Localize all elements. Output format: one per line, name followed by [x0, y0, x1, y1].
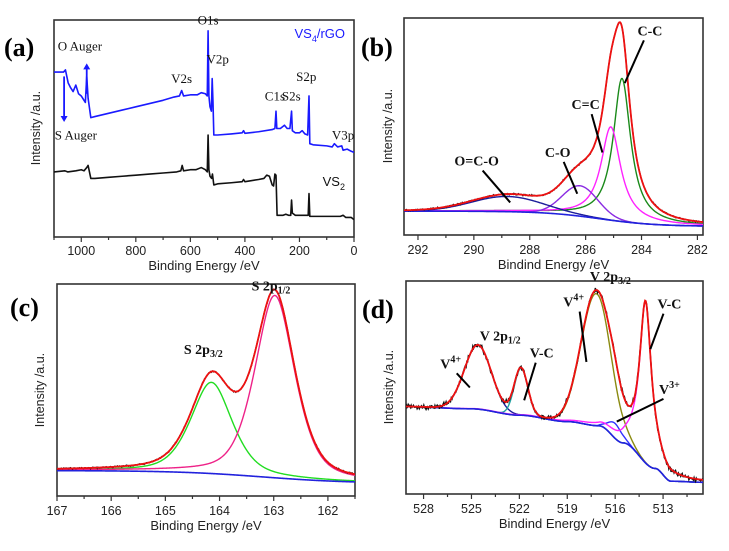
- background-line: [57, 469, 355, 483]
- x-tick-label: 162: [317, 504, 338, 518]
- fitted-envelope-line: [404, 21, 703, 223]
- x-tick-label: 519: [557, 502, 578, 516]
- panel-label: (d): [362, 295, 394, 324]
- annotation-leader-line: [523, 362, 537, 401]
- x-tick-label: 400: [234, 244, 255, 258]
- x-tick-label: 513: [653, 502, 674, 516]
- x-tick-label: 600: [180, 244, 201, 258]
- plot-area: [57, 288, 355, 483]
- x-tick-label: 290: [463, 243, 484, 257]
- peak-annotation: O=C-O: [454, 155, 499, 170]
- peak-annotation: V-C: [658, 298, 682, 313]
- series-line-vs2: [54, 134, 354, 221]
- y-axis-title: Intensity /a.u.: [382, 350, 396, 424]
- peak-annotation: S 2p3/2: [184, 343, 223, 360]
- annotation-leader-line: [616, 397, 664, 423]
- peak-annotation: C-C: [637, 24, 662, 39]
- panel-c: 167 166 165 164 163 162 Binding Energy /eV Inte…: [10, 279, 356, 533]
- y-axis-title: Intensity /a.u.: [381, 89, 395, 163]
- peak-annotation: O1s: [198, 12, 219, 27]
- o-auger-arrow-head: [83, 63, 91, 70]
- experimental-line: [404, 21, 703, 223]
- y-axis-title: Intensity /a.u.: [33, 353, 47, 427]
- peak-annotation: C=C: [572, 98, 600, 113]
- x-tick-label: 292: [408, 243, 429, 257]
- x-tick-label: 163: [263, 504, 284, 518]
- component-peak-v4-v-2p1-2-: [406, 344, 703, 483]
- component-peak-c-c: [404, 126, 703, 226]
- annotation-leader-line: [578, 311, 588, 363]
- peak-annotation: V2p: [206, 51, 228, 66]
- x-axis-title: Binding Energy /eV: [150, 518, 262, 533]
- peak-annotation: S 2p1/2: [252, 279, 291, 296]
- x-tick-label: 522: [509, 502, 530, 516]
- x-axis-title: Binding Energy /eV: [148, 258, 260, 273]
- peak-annotation: V2s: [171, 71, 192, 86]
- background-line: [406, 405, 703, 484]
- x-tick-label: 200: [289, 244, 310, 258]
- plot-frame: [403, 17, 704, 236]
- x-tick-label: 282: [687, 243, 708, 257]
- annotation-leader-line: [623, 39, 645, 84]
- fitted-envelope-line: [57, 288, 355, 476]
- peak-annotation: C-O: [545, 146, 571, 161]
- plot-frame: [53, 19, 355, 238]
- x-tick-label: 284: [631, 243, 652, 257]
- annotation-leader-line: [562, 161, 579, 195]
- peak-annotation: V 2p1/2: [480, 330, 521, 347]
- s-auger-arrow-head: [60, 115, 68, 122]
- panel-label: (a): [4, 33, 34, 62]
- x-tick-label: 286: [575, 243, 596, 257]
- peak-annotation: S Auger: [55, 127, 98, 142]
- legend-vs4-rgo: VS4/rGO: [294, 26, 345, 44]
- x-axis-title: Bindind Energy /eV: [499, 516, 611, 531]
- peak-annotation: V3+: [659, 380, 680, 398]
- x-tick-label: 800: [125, 244, 146, 258]
- annotation-leader-line: [649, 313, 665, 350]
- y-axis-title: Intensity /a.u.: [29, 91, 43, 165]
- plot-area: [404, 21, 703, 227]
- peak-annotation: V-C: [530, 347, 554, 362]
- x-tick-label: 166: [101, 504, 122, 518]
- plot-frame: [405, 280, 704, 495]
- peak-annotation: V4+: [440, 354, 461, 372]
- plot-area: [54, 30, 354, 221]
- x-tick-label: 288: [519, 243, 540, 257]
- x-tick-label: 525: [461, 502, 482, 516]
- x-tick-label: 1000: [67, 244, 95, 258]
- x-tick-label: 165: [155, 504, 176, 518]
- background-line: [404, 210, 703, 227]
- legend-vs2: VS2: [323, 174, 345, 192]
- peak-annotation: V3p: [332, 127, 354, 142]
- annotation-leader-line: [481, 169, 511, 204]
- peak-annotation: S2p: [296, 69, 316, 84]
- panel-d: 528 525 522 519 516 513 Bindind Energy /eV Inte…: [362, 270, 704, 531]
- panel-label: (c): [10, 293, 39, 322]
- x-tick-label: 528: [413, 502, 434, 516]
- peak-annotation: C1s: [265, 88, 285, 103]
- peak-annotation: V4+: [563, 293, 584, 311]
- experimental-line: [57, 288, 355, 475]
- plot-area: [406, 287, 703, 484]
- peak-annotation: O Auger: [58, 38, 103, 53]
- peak-annotation: V 2p3/2: [590, 270, 631, 287]
- peak-annotation: S2s: [282, 88, 301, 103]
- annotation-leader-line: [455, 372, 471, 389]
- fitted-envelope-line: [406, 289, 703, 481]
- x-tick-label: 0: [351, 244, 358, 258]
- x-tick-label: 516: [605, 502, 626, 516]
- annotation-leader-line: [590, 113, 604, 153]
- panel-label: (b): [361, 33, 393, 62]
- panel-b: 292 290 288 286 284 282 Bindind Energy /eV Inte…: [361, 17, 708, 272]
- x-tick-label: 164: [209, 504, 230, 518]
- x-tick-label: 167: [47, 504, 68, 518]
- x-axis-title: Bindind Energy /eV: [498, 257, 610, 272]
- plot-frame: [56, 283, 356, 497]
- panel-a: 1000 800 600 400 200 0 Binding Energy /eV Inten…: [4, 12, 358, 273]
